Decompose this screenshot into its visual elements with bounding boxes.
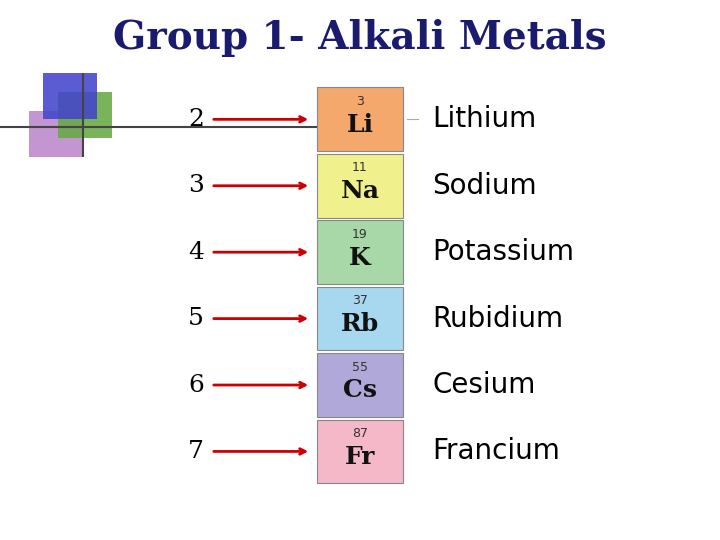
FancyBboxPatch shape — [317, 154, 403, 218]
Text: Cs: Cs — [343, 379, 377, 402]
Text: 37: 37 — [352, 294, 368, 307]
Text: 3: 3 — [188, 174, 204, 197]
Text: 5: 5 — [188, 307, 204, 330]
FancyBboxPatch shape — [317, 220, 403, 284]
Text: 7: 7 — [188, 440, 204, 463]
FancyBboxPatch shape — [29, 111, 83, 157]
Text: 11: 11 — [352, 161, 368, 174]
FancyBboxPatch shape — [317, 87, 403, 151]
Text: Rb: Rb — [341, 312, 379, 336]
Text: 3: 3 — [356, 95, 364, 108]
Text: Francium: Francium — [432, 437, 560, 465]
Text: Li: Li — [346, 113, 374, 137]
Text: Sodium: Sodium — [432, 172, 536, 200]
Text: 55: 55 — [352, 361, 368, 374]
Text: 6: 6 — [188, 374, 204, 396]
Text: 87: 87 — [352, 427, 368, 440]
Text: Potassium: Potassium — [432, 238, 574, 266]
Text: 4: 4 — [188, 241, 204, 264]
Text: 19: 19 — [352, 228, 368, 241]
Text: Lithium: Lithium — [432, 105, 536, 133]
FancyBboxPatch shape — [58, 92, 112, 138]
Text: Rubidium: Rubidium — [432, 305, 563, 333]
Text: Fr: Fr — [345, 445, 375, 469]
FancyBboxPatch shape — [317, 353, 403, 417]
Text: 2: 2 — [188, 108, 204, 131]
FancyBboxPatch shape — [317, 420, 403, 483]
FancyBboxPatch shape — [317, 287, 403, 350]
Text: Na: Na — [341, 179, 379, 203]
Text: Cesium: Cesium — [432, 371, 536, 399]
Text: Group 1- Alkali Metals: Group 1- Alkali Metals — [113, 19, 607, 57]
FancyBboxPatch shape — [43, 73, 97, 119]
Text: K: K — [349, 246, 371, 269]
